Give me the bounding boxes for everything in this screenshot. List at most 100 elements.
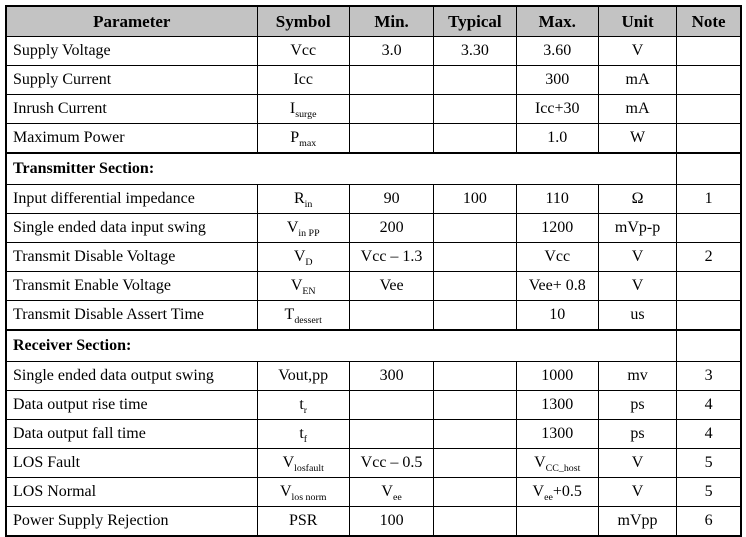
cell-text: Maximum Power [13, 129, 125, 146]
cell-typical [433, 271, 517, 301]
cell-note [676, 300, 742, 331]
cell-text: 5 [704, 454, 713, 471]
cell-text: Data output fall time [13, 425, 146, 442]
cell-parameter: Inrush Current [5, 94, 258, 124]
cell-note [676, 94, 742, 124]
column-header-parameter: Parameter [5, 5, 258, 37]
cell-text: I [289, 100, 296, 117]
cell-text: Vee [379, 277, 404, 294]
column-header-note: Note [676, 5, 742, 37]
spec-row: Transmit Disable Assert Time Tdessert 10 us [5, 300, 742, 331]
cell-unit: V [597, 271, 678, 301]
cell-parameter: Single ended data input swing [5, 213, 258, 243]
cell-symbol: Vlos norm [256, 477, 350, 507]
cell-text: Input differential impedance [13, 190, 195, 207]
cell-typical [433, 361, 517, 391]
cell-typical [433, 300, 517, 331]
cell-note [676, 65, 742, 95]
cell-typical [433, 506, 517, 537]
symbol-subscript: dessert [294, 315, 322, 327]
spec-row: Supply Voltage Vcc 3.0 3.30 3.60 V [5, 36, 742, 66]
cell-parameter: Maximum Power [5, 123, 258, 154]
cell-note: 6 [676, 506, 742, 537]
cell-text: mA [625, 100, 650, 117]
cell-symbol: tf [256, 419, 350, 449]
cell-text: +0.5 [552, 483, 582, 500]
cell-typical [433, 94, 517, 124]
symbol-subscript: los norm [291, 492, 327, 504]
symbol-subscript: ee [544, 492, 553, 504]
cell-text: us [630, 306, 645, 323]
cell-text: V [293, 248, 306, 265]
cell-note [676, 329, 742, 362]
cell-min: 3.0 [348, 36, 435, 66]
cell-max: 300 [515, 65, 599, 95]
section-title: Receiver Section: [5, 329, 678, 362]
cell-text: Vcc – 1.3 [360, 248, 423, 265]
cell-min: 200 [348, 213, 435, 243]
cell-unit: V [597, 448, 678, 478]
cell-max: 1300 [515, 419, 599, 449]
symbol-subscript: losfault [294, 463, 324, 475]
cell-text: 10 [549, 306, 566, 323]
cell-text: V [286, 219, 299, 236]
cell-note: 3 [676, 361, 742, 391]
symbol-subscript: r [303, 405, 308, 417]
cell-min: Vee [348, 477, 435, 507]
cell-unit: mVpp [597, 506, 678, 537]
cell-text: Transmit Disable Voltage [13, 248, 176, 265]
header-row: Parameter Symbol Min. Typical Max. Unit Note [5, 5, 742, 37]
cell-text: V [534, 454, 546, 471]
column-header-typical: Typical [433, 5, 517, 37]
symbol-subscript: f [303, 434, 308, 446]
cell-unit: ps [597, 390, 678, 420]
cell-unit: ps [597, 419, 678, 449]
cell-typical: 100 [433, 184, 517, 214]
cell-symbol: Isurge [256, 94, 350, 124]
section-row: Receiver Section: [5, 329, 742, 362]
cell-text: V [631, 483, 644, 500]
cell-typical [433, 419, 517, 449]
cell-max: 10 [515, 300, 599, 331]
cell-typical: 3.30 [433, 36, 517, 66]
cell-parameter: LOS Fault [5, 448, 258, 478]
spec-row: Data output rise time tr 1300 ps 4 [5, 390, 742, 420]
cell-symbol: Icc [256, 65, 350, 95]
cell-parameter: Transmit Disable Voltage [5, 242, 258, 272]
cell-text: 3.0 [381, 42, 402, 59]
cell-text: Data output rise time [13, 396, 148, 413]
cell-note: 4 [676, 419, 742, 449]
cell-unit: mA [597, 94, 678, 124]
cell-text: 1000 [541, 367, 574, 384]
cell-symbol: VEN [256, 271, 350, 301]
cell-max: 1000 [515, 361, 599, 391]
cell-note: 5 [676, 477, 742, 507]
cell-text: 90 [383, 190, 400, 207]
cell-unit: W [597, 123, 678, 154]
cell-symbol: Vlosfault [256, 448, 350, 478]
section-title: Transmitter Section: [5, 152, 678, 185]
cell-text: 3.30 [460, 42, 489, 59]
column-header-symbol: Symbol [256, 5, 350, 37]
cell-unit: V [597, 36, 678, 66]
cell-symbol: Rin [256, 184, 350, 214]
cell-text: 1300 [541, 396, 574, 413]
cell-max [515, 506, 599, 537]
cell-min [348, 419, 435, 449]
cell-text: 5 [704, 483, 713, 500]
cell-unit: V [597, 477, 678, 507]
cell-text: LOS Fault [13, 454, 81, 471]
cell-text: V [290, 277, 303, 294]
cell-text: ps [630, 396, 645, 413]
cell-parameter: Input differential impedance [5, 184, 258, 214]
cell-text: Icc+30 [534, 100, 580, 117]
cell-symbol: Tdessert [256, 300, 350, 331]
cell-max: 110 [515, 184, 599, 214]
cell-min: 300 [348, 361, 435, 391]
column-header-unit: Unit [597, 5, 678, 37]
cell-min: 90 [348, 184, 435, 214]
cell-min [348, 300, 435, 331]
cell-text: mv [627, 367, 648, 384]
cell-text: 1300 [541, 425, 574, 442]
